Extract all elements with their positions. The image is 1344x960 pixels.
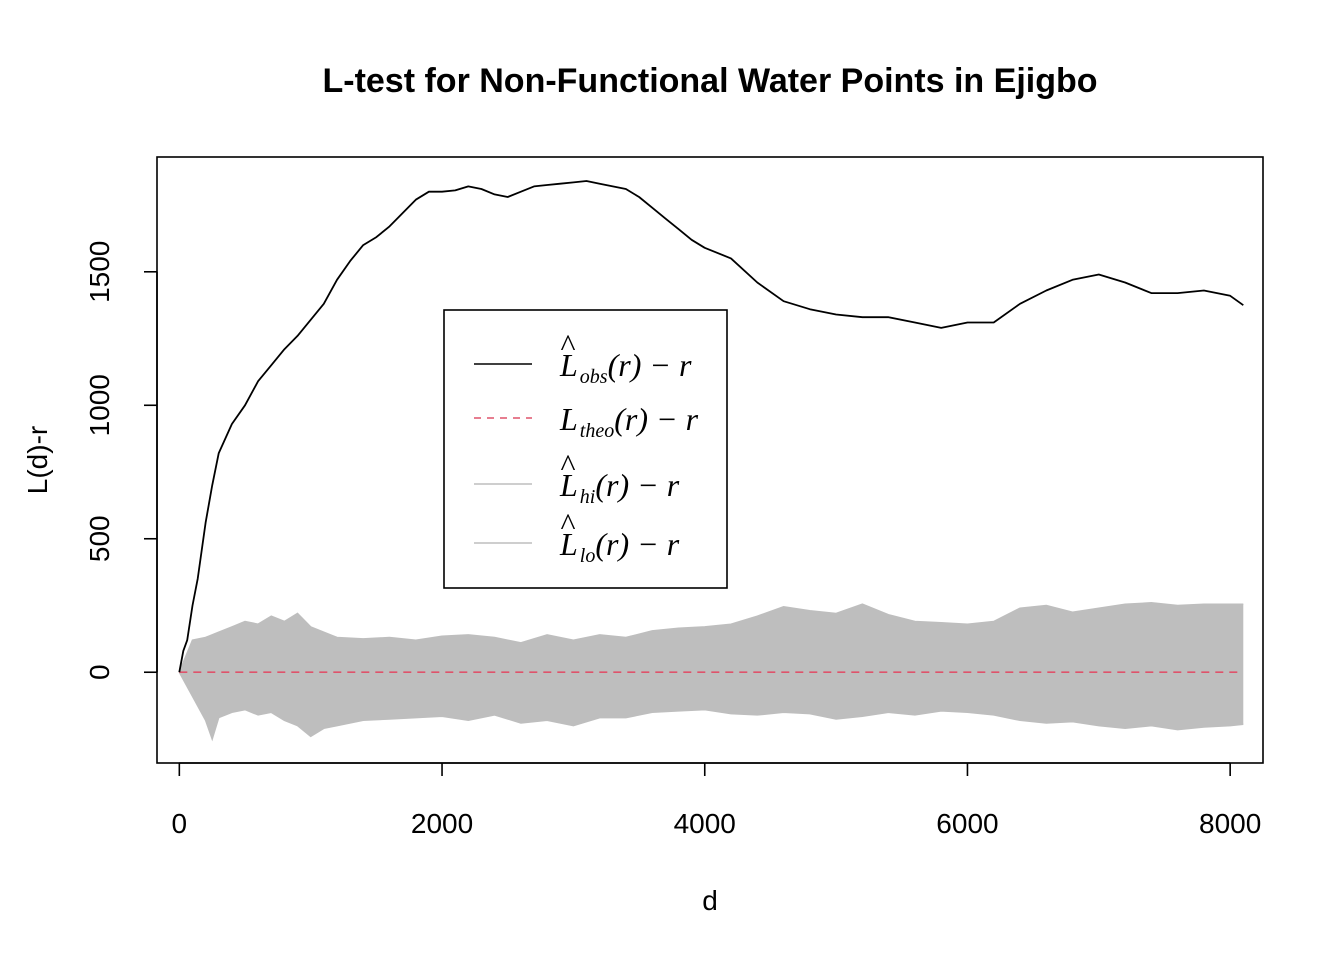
x-tick-label: 0: [172, 808, 188, 839]
y-axis-label: L(d)-r: [22, 426, 53, 494]
series-obs-line: [178, 180, 1244, 673]
legend-hat-hi: ^: [560, 447, 575, 483]
y-axis: 0 500 1000 1500: [84, 241, 158, 680]
legend-hat-obs: ^: [560, 327, 575, 363]
y-tick-label: 500: [84, 515, 115, 562]
x-tick-label: 8000: [1199, 808, 1261, 839]
plot-area: [178, 180, 1244, 742]
y-tick-label: 0: [84, 664, 115, 680]
legend-box: [443, 309, 728, 589]
chart-title: L-test for Non-Functional Water Points i…: [322, 62, 1097, 100]
x-tick-label: 2000: [411, 808, 473, 839]
x-tick-label: 6000: [936, 808, 998, 839]
x-tick-label: 4000: [674, 808, 736, 839]
x-axis-label: d: [702, 885, 718, 916]
x-axis: 0 2000 4000 6000 8000: [172, 762, 1261, 839]
series-hi-line: [178, 602, 1244, 673]
envelope-band: [179, 602, 1244, 739]
y-tick-label: 1500: [84, 241, 115, 303]
series-lo-line: [178, 671, 1244, 742]
legend-hat-lo: ^: [560, 506, 575, 542]
y-tick-label: 1000: [84, 374, 115, 436]
